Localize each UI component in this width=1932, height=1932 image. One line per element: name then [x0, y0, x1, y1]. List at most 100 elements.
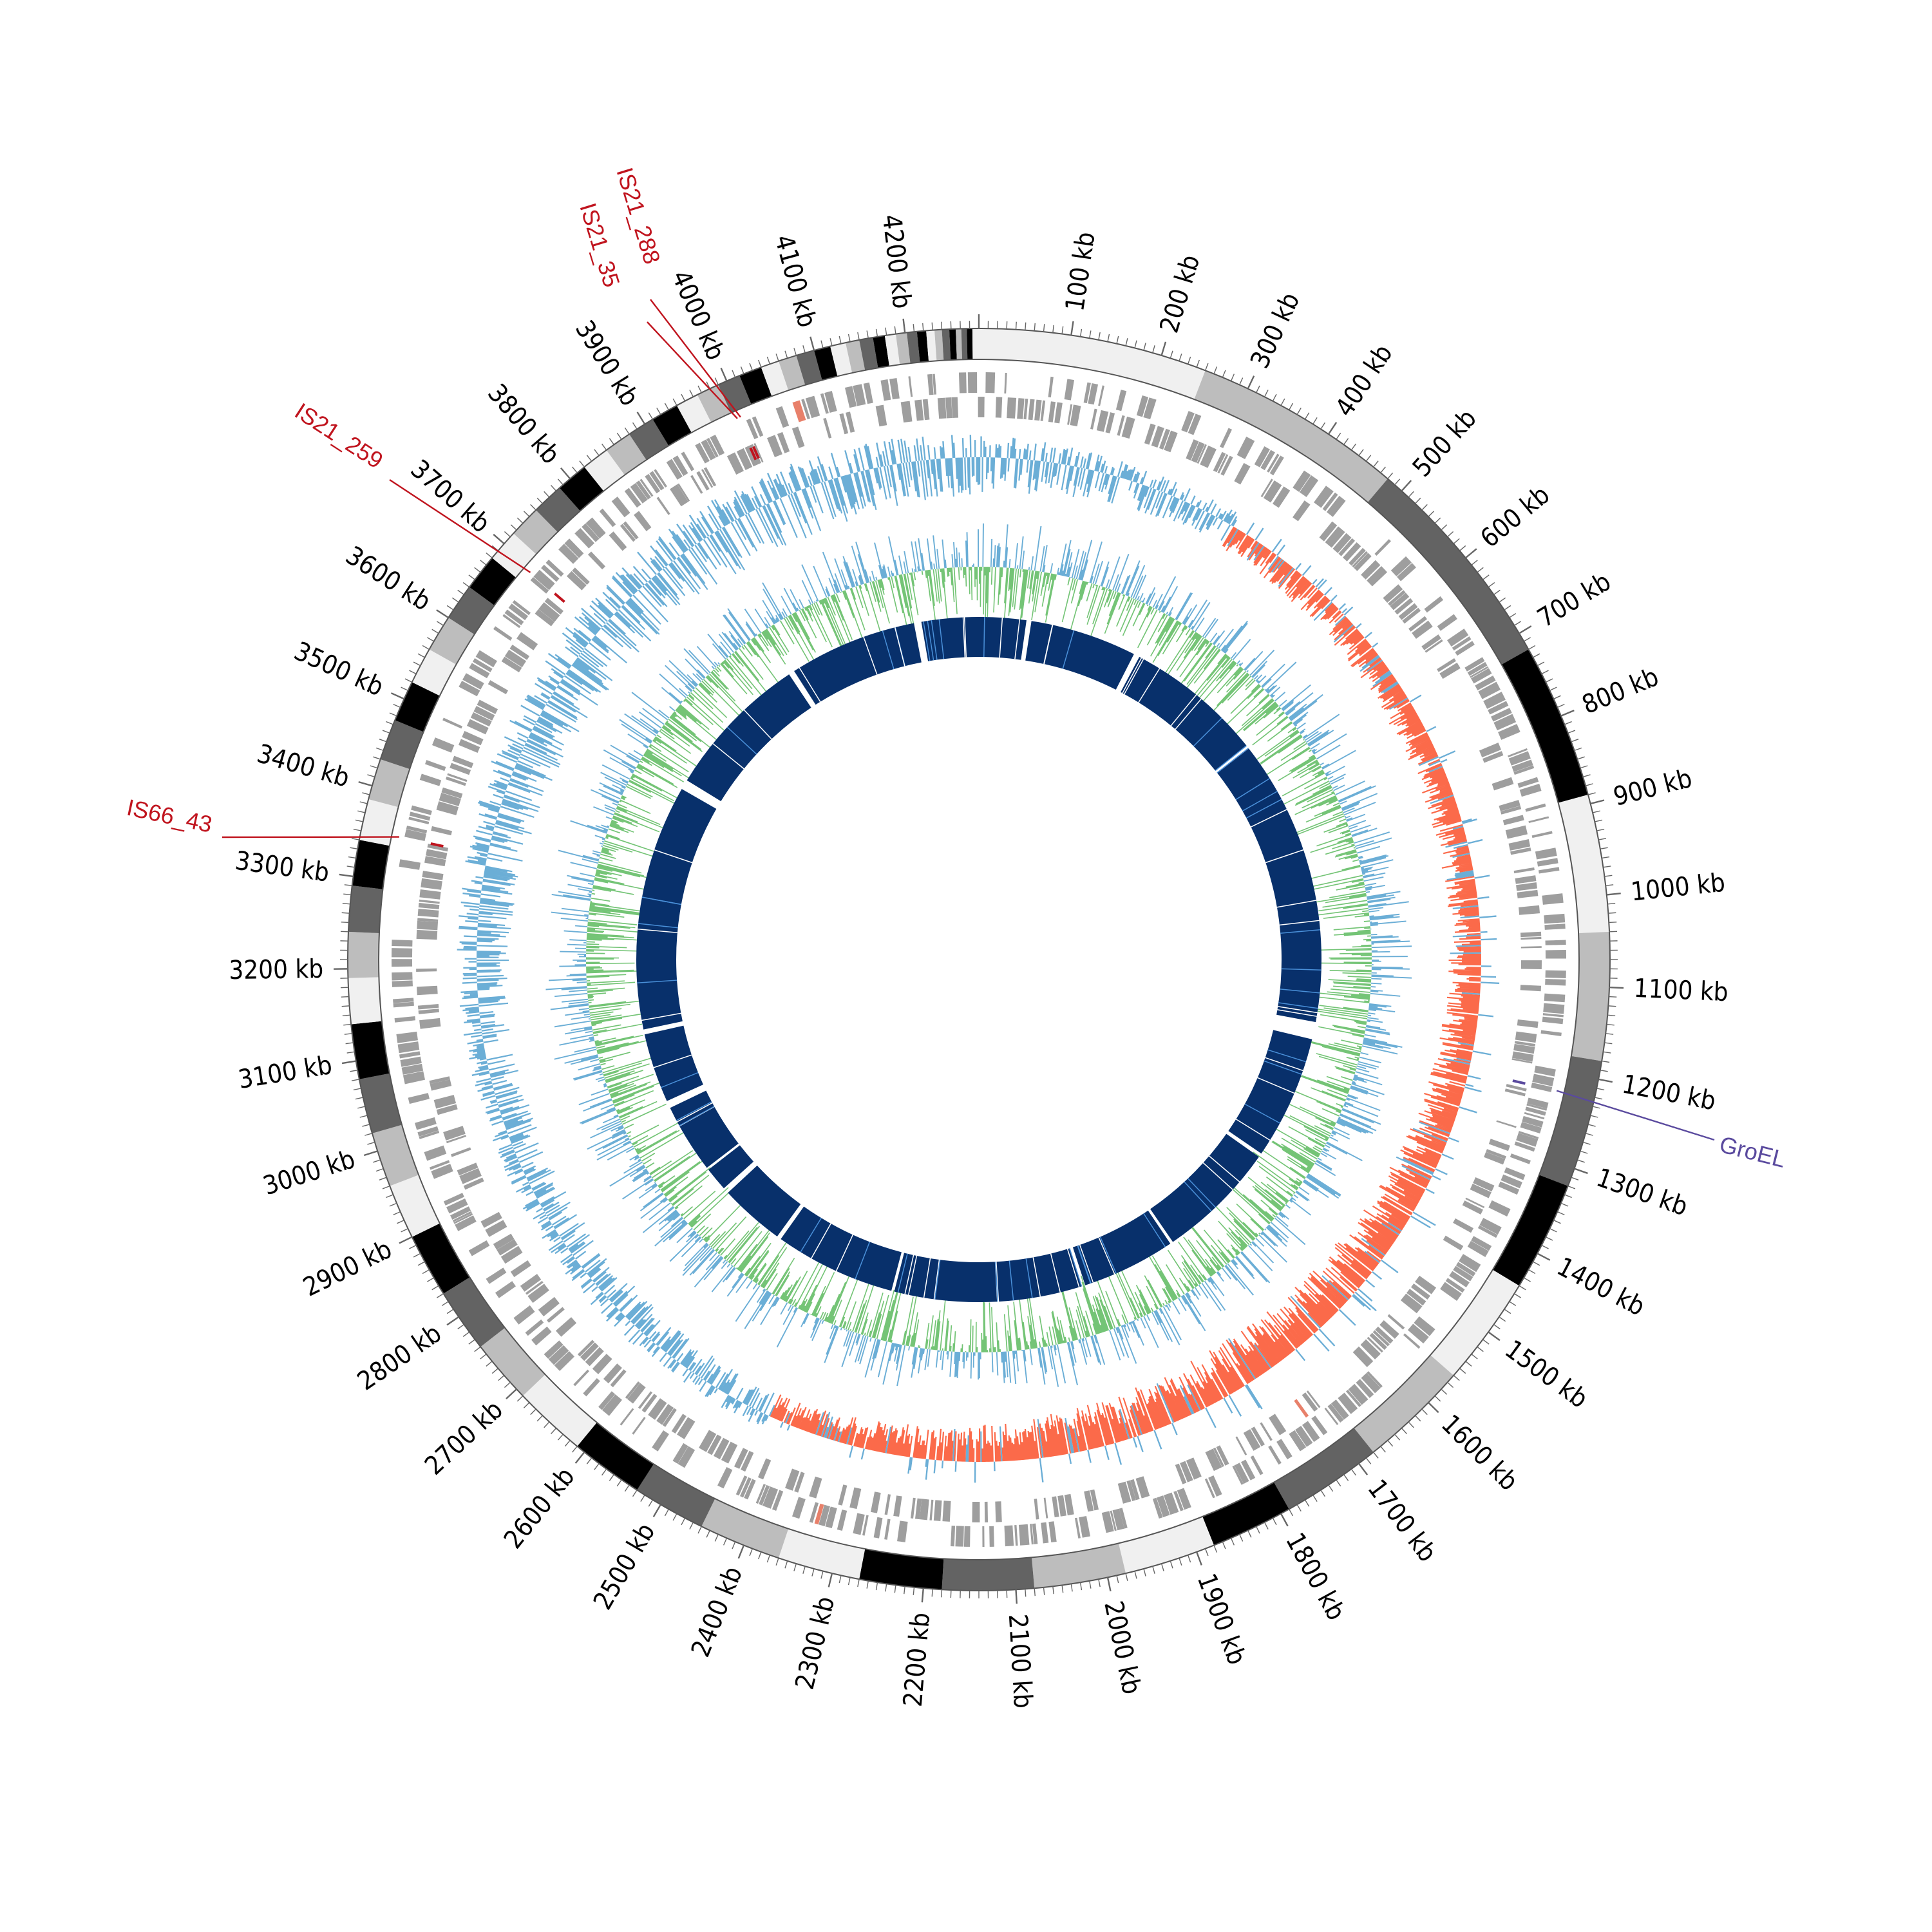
conservation-hairline — [743, 709, 772, 740]
gene-feature — [863, 383, 873, 404]
minor-tick — [1336, 1479, 1341, 1487]
conservation-hairline — [1278, 1002, 1318, 1009]
gene-feature — [1515, 1031, 1537, 1043]
minor-tick — [1296, 407, 1302, 415]
gene-feature — [1528, 816, 1549, 824]
gene-feature — [932, 374, 937, 395]
conservation-hairline — [1009, 1260, 1014, 1301]
minor-tick — [1070, 1584, 1073, 1592]
gene-feature — [1539, 867, 1560, 874]
minor-tick — [1459, 545, 1466, 551]
gene-feature — [554, 1350, 574, 1371]
gene-feature — [530, 576, 549, 594]
minor-tick — [1571, 739, 1579, 743]
minor-tick — [1602, 1060, 1610, 1063]
gene-feature — [1186, 1457, 1202, 1480]
contig-segment — [1354, 1355, 1454, 1452]
minor-tick — [1098, 1579, 1101, 1587]
gene-feature — [510, 1260, 531, 1278]
minor-tick — [1350, 1468, 1357, 1476]
minor-tick — [1592, 810, 1600, 813]
conservation-hairline — [1281, 968, 1321, 971]
gene-feature — [1545, 949, 1566, 959]
minor-tick — [1365, 455, 1372, 462]
gene-feature — [1473, 1177, 1495, 1192]
gene-feature — [1205, 1448, 1222, 1472]
major-tick — [390, 692, 404, 700]
minor-tick — [1447, 531, 1454, 538]
gene-feature — [900, 401, 913, 423]
gene-feature — [1030, 1524, 1034, 1545]
gene-feature — [1367, 1336, 1383, 1353]
gene-feature — [1232, 1465, 1244, 1485]
minor-tick — [367, 774, 375, 778]
gene-feature — [392, 980, 413, 987]
minor-tick — [1213, 366, 1218, 374]
gene-feature — [459, 1168, 482, 1184]
feature-label-is21-259: IS21_259 — [290, 397, 388, 473]
tick-label: 2000 kb — [1098, 1598, 1146, 1697]
gene-feature — [580, 1342, 599, 1361]
conservation-hairline — [938, 619, 945, 659]
contig-segment — [348, 977, 382, 1025]
gene-feature — [1455, 1262, 1476, 1277]
gene-feature — [721, 1441, 738, 1464]
minor-tick — [1553, 1220, 1561, 1224]
conservation-hairline — [1235, 1119, 1271, 1141]
contig-segment — [1501, 649, 1588, 803]
gene-feature — [862, 1515, 869, 1536]
gene-feature — [427, 844, 449, 852]
gene-feature — [1243, 1429, 1261, 1451]
minor-tick — [1015, 321, 1017, 330]
conservation-block — [670, 1090, 739, 1168]
gene-feature — [1486, 1149, 1506, 1159]
gene-feature — [706, 437, 719, 458]
contig-segment — [1558, 795, 1610, 933]
minor-tick — [544, 491, 550, 498]
gene-feature — [392, 940, 413, 947]
minor-tick — [586, 1457, 592, 1464]
gene-feature — [451, 1147, 471, 1157]
gene-feature — [1294, 1399, 1309, 1418]
minor-tick — [1394, 478, 1401, 486]
gene-feature — [1508, 751, 1531, 766]
gene-feature — [1462, 1200, 1483, 1215]
gene-feature — [791, 426, 805, 448]
feature-marker — [752, 446, 760, 459]
minor-tick — [409, 1245, 417, 1249]
gene-feature — [404, 829, 426, 842]
minor-tick — [1604, 875, 1613, 877]
tick-label: 1500 kb — [1499, 1334, 1593, 1414]
conservation-hairline — [1050, 1253, 1061, 1293]
gene-feature — [1513, 1043, 1535, 1054]
minor-tick — [866, 330, 869, 339]
minor-tick — [894, 326, 896, 334]
gene-feature — [429, 1076, 450, 1084]
gene-feature — [625, 1381, 640, 1399]
gene-feature — [801, 399, 811, 420]
minor-tick — [468, 574, 475, 580]
gene-feature — [548, 1345, 569, 1365]
gene-feature — [477, 699, 498, 714]
minor-tick — [1607, 1014, 1616, 1016]
gene-feature — [1254, 446, 1270, 468]
tick-label: 1200 kb — [1620, 1070, 1718, 1117]
minor-tick — [1577, 756, 1585, 760]
gene-feature — [979, 397, 985, 418]
minor-tick — [1421, 504, 1428, 511]
gene-feature — [541, 564, 560, 582]
minor-tick — [1557, 1211, 1565, 1216]
tick-label: 2400 kb — [686, 1562, 748, 1661]
minor-tick — [866, 1580, 869, 1589]
minor-tick — [1143, 343, 1146, 351]
conservation-hairline — [1246, 799, 1282, 819]
gene-feature — [1260, 450, 1275, 471]
gene-feature — [1390, 556, 1412, 577]
minor-tick — [1043, 1587, 1045, 1595]
gene-feature — [544, 1340, 564, 1359]
conservation-hairline — [676, 1101, 712, 1121]
gene-feature — [406, 826, 428, 834]
gene-feature — [652, 1430, 669, 1452]
conservation-hairline — [1278, 1006, 1318, 1014]
